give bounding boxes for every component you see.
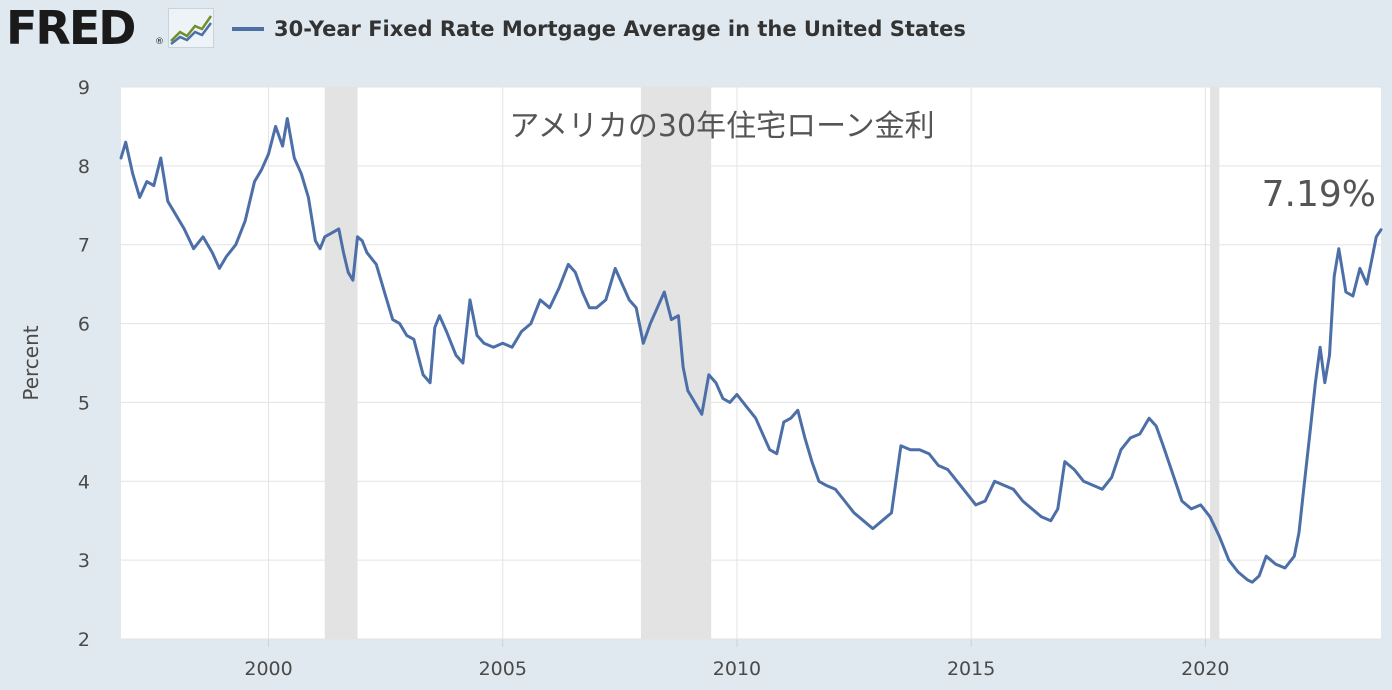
y-tick-label-6: 6 [78, 314, 90, 336]
series-layer [119, 117, 1383, 584]
y-gridlines [121, 86, 1381, 640]
x-tick-label-2015: 2015 [947, 658, 995, 680]
registered-mark: ® [155, 37, 164, 47]
x-tick-label-2020: 2020 [1181, 658, 1229, 680]
fred-logo[interactable]: FRED [6, 1, 136, 55]
x-tick-label-2010: 2010 [713, 658, 761, 680]
chart-annotation: アメリカの30年住宅ローン金利 [509, 109, 934, 144]
y-axis-label: Percent [19, 325, 43, 400]
line-chart-icon [168, 8, 214, 48]
recession-band-1 [324, 87, 358, 639]
recession-band-3 [1210, 87, 1220, 639]
latest-value-callout: 7.19% [1262, 174, 1376, 215]
recession-shading [324, 87, 1220, 639]
y-tick-label-9: 9 [78, 77, 90, 99]
recession-band-2 [640, 87, 712, 639]
y-tick-label-4: 4 [78, 471, 90, 493]
y-tick-labels: 2 3 4 5 6 7 8 9 [78, 77, 90, 651]
header: FRED ® 30-Year Fixed Rate Mortgage Avera… [0, 0, 1392, 60]
y-tick-label-7: 7 [78, 235, 90, 257]
x-tick-label-2005: 2005 [479, 658, 527, 680]
y-tick-label-5: 5 [78, 392, 90, 414]
plot-area [121, 87, 1381, 639]
y-tick-label-2: 2 [78, 629, 90, 651]
legend-label: 30-Year Fixed Rate Mortgage Average in t… [274, 17, 966, 41]
series-line-1[interactable] [119, 117, 1383, 584]
x-tick-label-2000: 2000 [244, 658, 292, 680]
x-tick-labels: 2000 2005 2010 2015 2020 [244, 658, 1229, 680]
chart: 2 3 4 5 6 7 8 9 2000 2005 2010 2015 2020 Percent アメ… [19, 77, 1383, 680]
legend-swatch [232, 27, 264, 31]
y-tick-label-8: 8 [78, 156, 90, 178]
y-tick-label-3: 3 [78, 550, 90, 572]
